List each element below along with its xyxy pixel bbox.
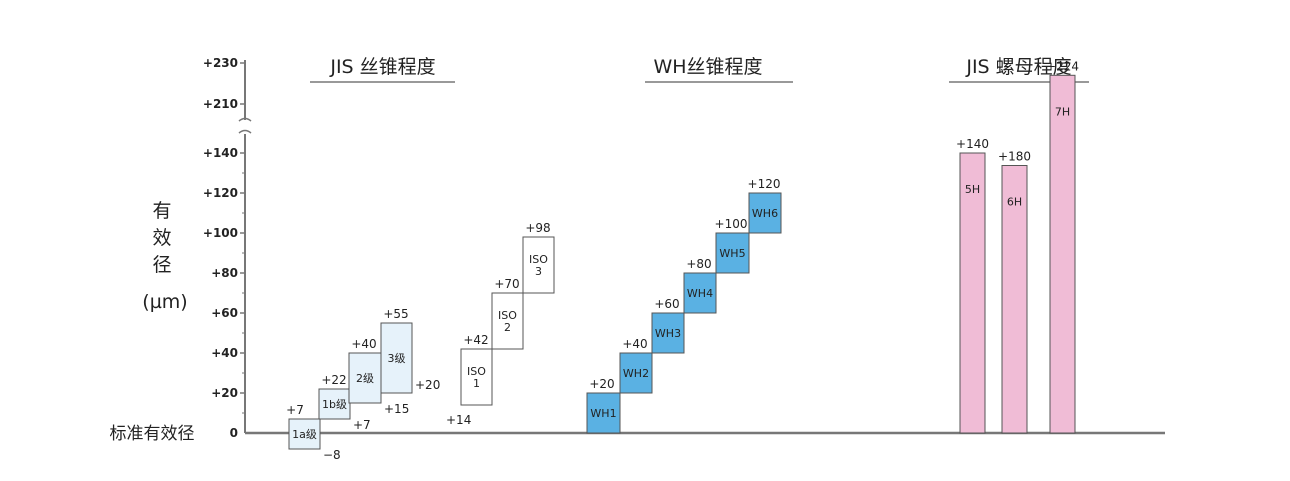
bar-rect [522, 236, 555, 294]
y-tick-label: +60 [211, 306, 238, 320]
bar-label: ISO 1 [467, 365, 486, 390]
bar-rect [318, 388, 351, 420]
group-title: WH丝锥程度 [653, 56, 762, 78]
bar-label: 2级 [356, 372, 374, 385]
bars: 1a级 +7 −8 1b级 +22 +7 2级 +40 +15 3级 +55 +20 ISO 1 +42 +1… [286, 59, 1079, 462]
bar-rect [1001, 165, 1028, 434]
y-tick-label: 0 [230, 426, 238, 440]
bar-iso-1: ISO 1 +42 +14 [446, 333, 493, 427]
bar-wh1: WH1 +20 [586, 377, 621, 434]
upper-tolerance-label: +55 [383, 307, 408, 321]
bar-iso-3: ISO 3 +98 [522, 221, 555, 294]
lower-tolerance-label: +14 [446, 413, 471, 427]
bar-6h: 6H +180 [998, 150, 1031, 434]
bar-label: 1b级 [322, 398, 347, 411]
bar-7h: 7H +224 [1046, 59, 1079, 434]
bar-1a级: 1a级 +7 −8 [286, 403, 341, 462]
bar-label: WH2 [623, 367, 649, 380]
bar-label: WH6 [752, 207, 778, 220]
bar-label: WH4 [687, 287, 713, 300]
bar-wh6: WH6 +120 [748, 177, 782, 234]
y-tick-label: +140 [203, 146, 238, 160]
bar-iso-2: ISO 2 +70 [491, 277, 524, 350]
bar-wh5: WH5 +100 [715, 217, 750, 274]
upper-tolerance-label: +40 [351, 337, 376, 351]
upper-tolerance-label: +80 [686, 257, 711, 271]
bar-wh4: WH4 +80 [683, 257, 717, 314]
upper-tolerance-label: +180 [998, 150, 1031, 164]
bar-label: 5H [965, 183, 980, 196]
lower-tolerance-label: −8 [323, 448, 341, 462]
y-tick-label: +120 [203, 186, 238, 200]
bar-label: WH5 [719, 247, 745, 260]
bar-5h: 5H +140 [956, 137, 989, 434]
group-titles: JIS 丝锥程度 WH丝锥程度 JIS 螺母程度 [310, 56, 1089, 83]
bar-2级: 2级 +40 +15 [348, 337, 409, 416]
upper-tolerance-label: +120 [748, 177, 781, 191]
bar-rect [491, 292, 524, 350]
y-axis-label: 有效径 [152, 200, 171, 276]
bar-label: 3级 [388, 352, 406, 365]
bar-label: ISO 3 [529, 253, 548, 278]
bar-rect [683, 272, 717, 314]
bar-label: 6H [1007, 196, 1022, 209]
upper-tolerance-label: +224 [1046, 59, 1079, 73]
baseline-label: 标准有效径 [110, 424, 195, 444]
upper-tolerance-label: +60 [654, 297, 679, 311]
upper-tolerance-label: +70 [494, 277, 519, 291]
bar-rect [288, 418, 321, 450]
y-axis: +230 +210 +140 +120 +100 +80 +60 +40 +20 0 [203, 56, 1165, 440]
bar-label: 7H [1055, 105, 1070, 118]
bar-rect [1049, 74, 1076, 434]
upper-tolerance-label: +100 [715, 217, 748, 231]
lower-tolerance-label: +7 [353, 418, 371, 432]
bar-rect [748, 192, 782, 234]
bar-rect [380, 322, 413, 394]
bar-wh3: WH3 +60 [651, 297, 685, 354]
upper-tolerance-label: +98 [525, 221, 550, 235]
y-tick-label: +20 [211, 386, 238, 400]
bar-label: WH3 [655, 327, 681, 340]
bar-label: ISO 2 [498, 309, 517, 334]
bar-rect [959, 152, 986, 434]
lower-tolerance-label: +15 [384, 402, 409, 416]
bar-label: 1a级 [292, 428, 317, 441]
bar-rect [460, 348, 493, 406]
upper-tolerance-label: +7 [286, 403, 304, 417]
lower-tolerance-label: +20 [415, 378, 440, 392]
bar-3级: 3级 +55 +20 [380, 307, 440, 394]
group-title: JIS 丝锥程度 [329, 56, 435, 78]
bar-1b级: 1b级 +22 +7 [318, 373, 371, 432]
upper-tolerance-label: +42 [463, 333, 488, 347]
upper-tolerance-label: +140 [956, 137, 989, 151]
y-tick-label: +100 [203, 226, 238, 240]
axis-break-mark [238, 129, 252, 134]
bar-label: WH1 [590, 407, 616, 420]
upper-tolerance-label: +22 [321, 373, 346, 387]
bar-wh2: WH2 +40 [619, 337, 653, 394]
bar-rect [586, 392, 621, 434]
y-tick-label: +230 [203, 56, 238, 70]
axis-break-mark [238, 117, 252, 122]
y-tick-label: +40 [211, 346, 238, 360]
upper-tolerance-label: +40 [622, 337, 647, 351]
y-tick-label: +80 [211, 266, 238, 280]
bar-rect [619, 352, 653, 394]
y-tick-label: +210 [203, 97, 238, 111]
bar-rect [715, 232, 750, 274]
group-title: JIS 螺母程度 [965, 56, 1071, 78]
upper-tolerance-label: +20 [589, 377, 614, 391]
y-axis-unit: (µm) [142, 291, 187, 313]
bar-rect [651, 312, 685, 354]
